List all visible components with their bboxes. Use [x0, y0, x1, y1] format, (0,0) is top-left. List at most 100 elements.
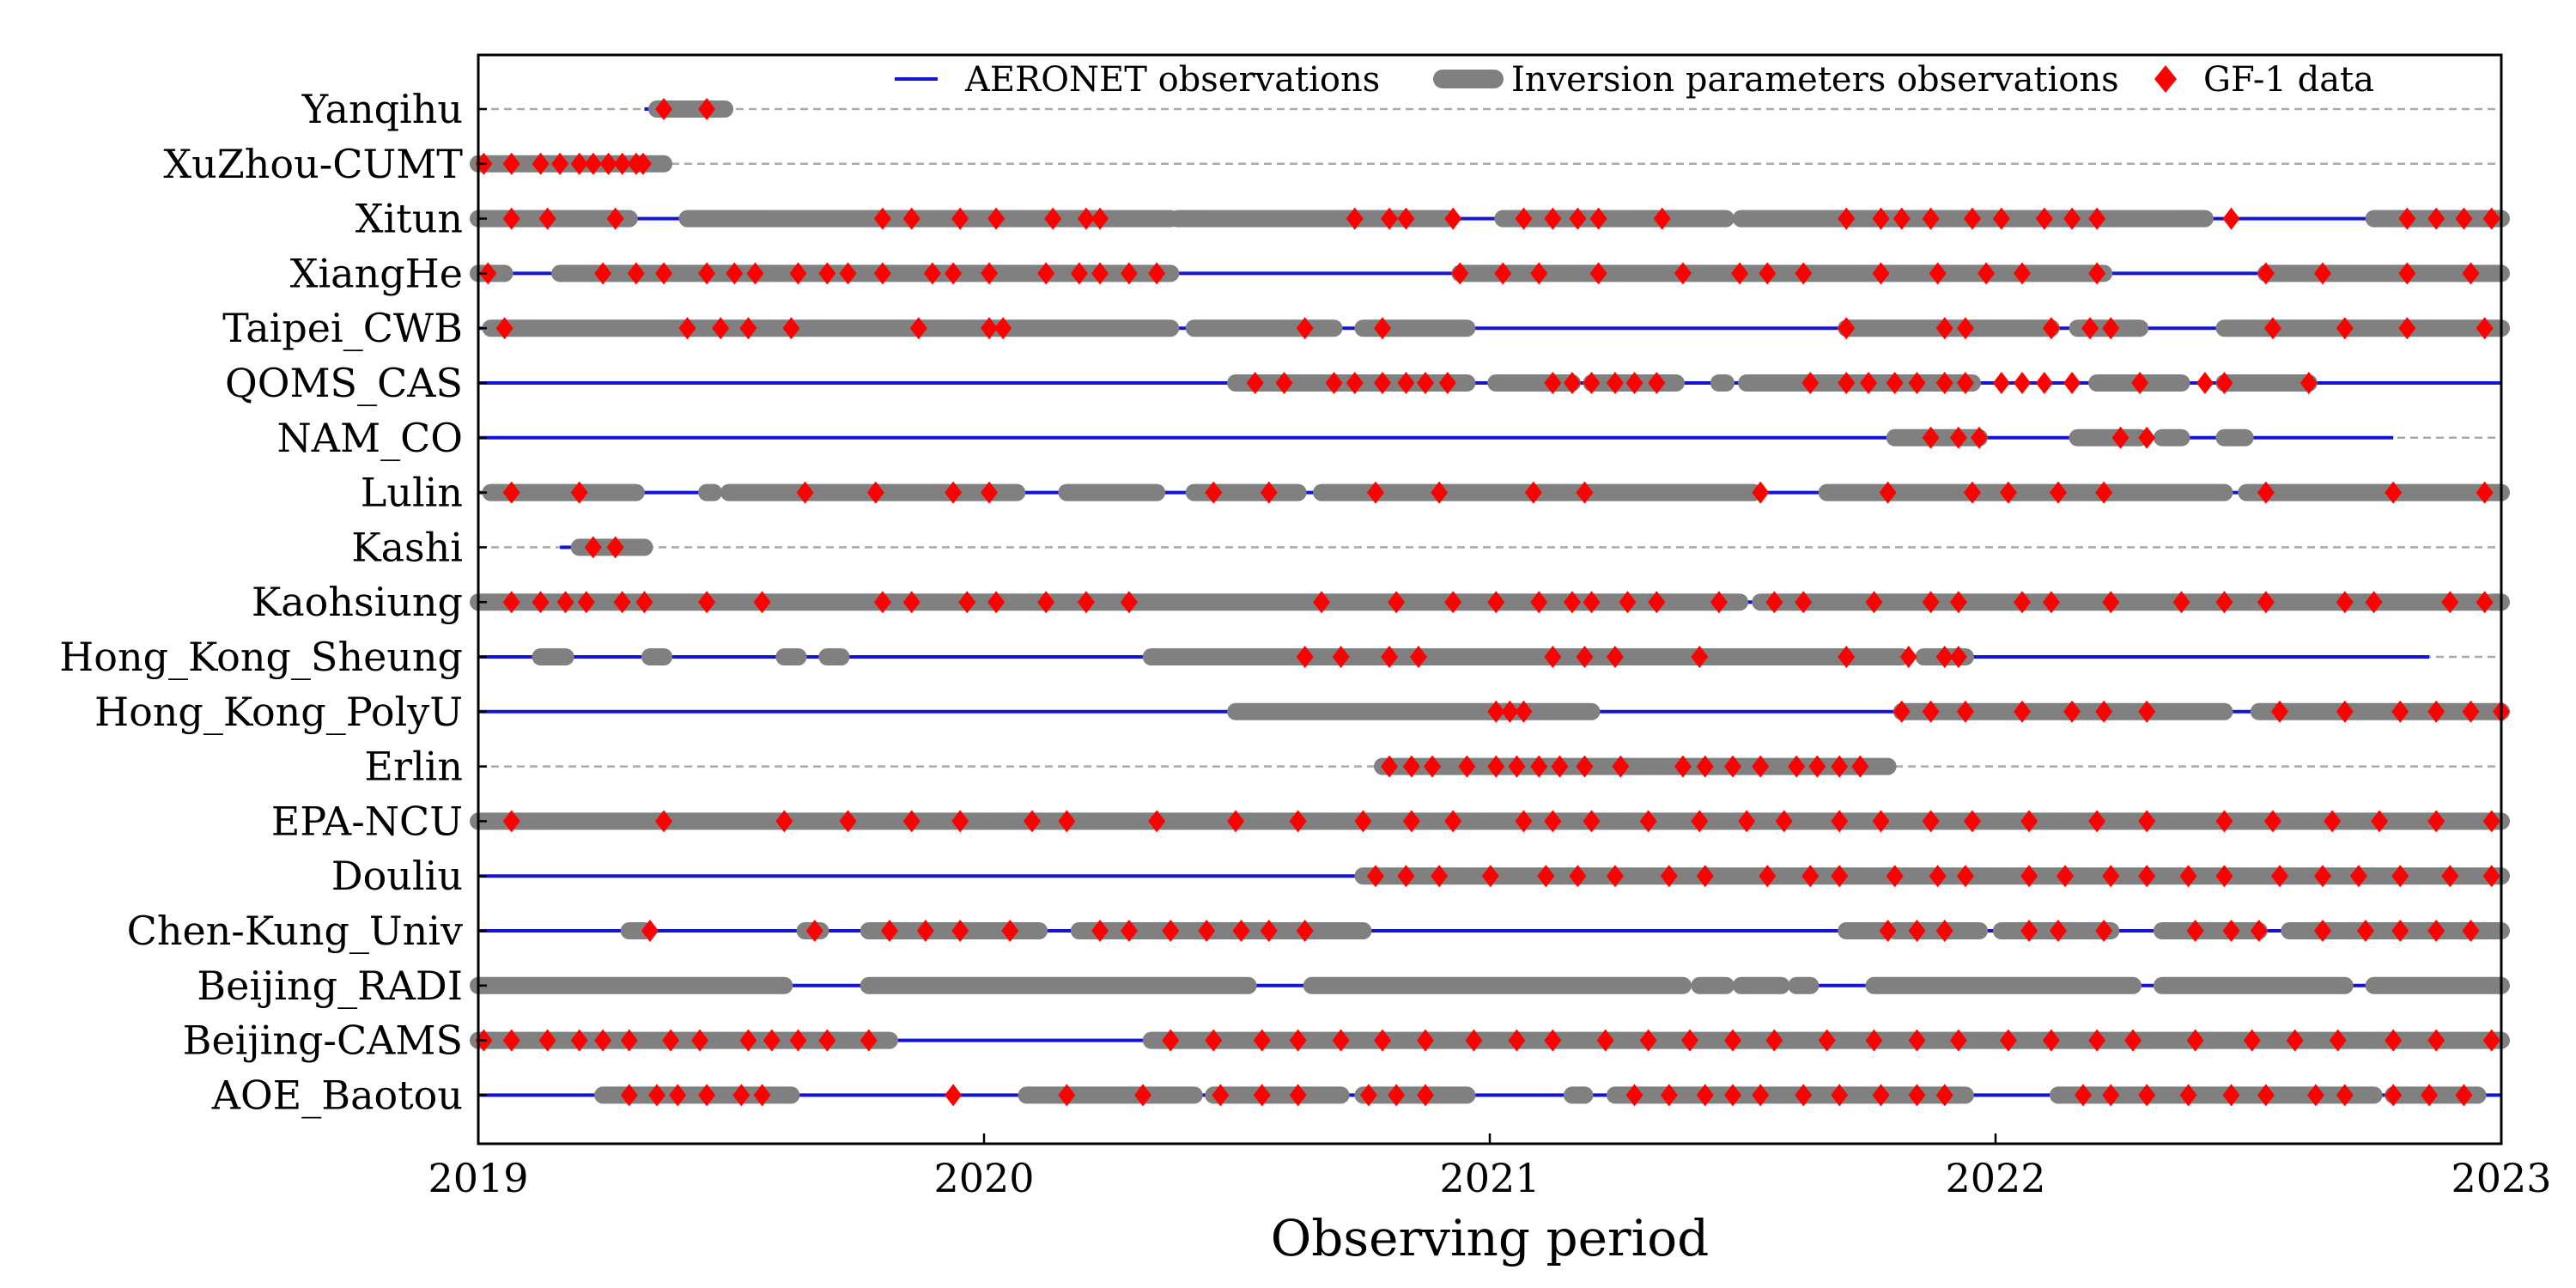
gf1-point: [1865, 1029, 1883, 1052]
gf1-point: [1537, 865, 1555, 888]
gf1-point: [691, 1029, 709, 1052]
gf1-point: [1589, 207, 1607, 230]
gf1-point: [2035, 207, 2053, 230]
gf1-point: [1424, 755, 1442, 778]
gf1-point: [698, 1084, 716, 1107]
gf1-point: [1530, 591, 1548, 614]
gf1-point: [2385, 1029, 2403, 1052]
gf1-point: [1648, 591, 1666, 614]
gf1-point: [789, 262, 807, 285]
gf1-point: [753, 591, 771, 614]
gf1-point: [479, 262, 497, 285]
gf1-point: [1696, 755, 1714, 778]
gf1-point: [1374, 372, 1392, 394]
gf1-point: [1838, 207, 1856, 230]
gf1-point: [1886, 372, 1904, 394]
gf1-point: [1795, 591, 1813, 614]
gf1-point: [1576, 481, 1594, 504]
gf1-point: [1872, 207, 1890, 230]
gf1-point: [1851, 755, 1869, 778]
gf1-point: [1563, 591, 1581, 614]
gf1-point: [1775, 810, 1793, 833]
gf1-point: [502, 481, 520, 504]
x-tick-label: 2021: [1439, 1155, 1540, 1201]
gf1-point: [2349, 865, 2367, 888]
gf1-point: [2131, 372, 2149, 394]
gf1-point: [1397, 372, 1415, 394]
y-tick-label: Hong_Kong_PolyU: [94, 689, 463, 735]
gf1-point: [2102, 865, 2120, 888]
gf1-point: [1639, 1029, 1657, 1052]
gf1-point: [2257, 481, 2275, 504]
gf1-point: [584, 152, 602, 175]
gf1-point: [1091, 207, 1109, 230]
gf1-point: [2257, 591, 2275, 614]
gf1-point: [655, 262, 673, 285]
gf1-point: [2014, 700, 2032, 723]
gf1-point: [1524, 481, 1542, 504]
gf1-point: [662, 1029, 680, 1052]
gf1-point: [1922, 700, 1940, 723]
gf1-point: [2179, 865, 2197, 888]
gf1-point: [1759, 262, 1777, 285]
gf1-point: [916, 920, 934, 942]
gf1-point: [951, 920, 969, 942]
gf1-point: [2063, 372, 2081, 394]
gf1-point: [1838, 646, 1856, 668]
gf1-point: [1752, 481, 1770, 504]
gf1-point: [1198, 920, 1216, 942]
gf1-point: [2063, 207, 2081, 230]
gf1-point: [502, 591, 520, 614]
x-tick-label: 2023: [2451, 1155, 2551, 1201]
gf1-point: [1544, 372, 1562, 394]
gf1-point: [2286, 1029, 2304, 1052]
gf1-point: [1444, 207, 1462, 230]
gf1-point: [2138, 1084, 2156, 1107]
gf1-point: [1325, 372, 1343, 394]
gf1-point: [1569, 865, 1587, 888]
gf1-point: [1724, 755, 1742, 778]
y-tick-label: Kaohsiung: [252, 579, 463, 625]
gf1-point: [1381, 207, 1399, 230]
gf1-point: [2014, 262, 2032, 285]
gf1-point: [1795, 262, 1813, 285]
y-tick-label: Beijing-CAMS: [183, 1018, 463, 1064]
gf1-point: [1212, 1084, 1230, 1107]
gf1-point: [1077, 591, 1095, 614]
gf1-point: [2398, 317, 2416, 340]
gf1-point: [981, 317, 999, 340]
gf1-point: [987, 591, 1005, 614]
gf1-point: [1908, 920, 1926, 942]
gf1-point: [1402, 755, 1420, 778]
gf1-point: [1037, 262, 1055, 285]
gf1-point: [1058, 810, 1076, 833]
gf1-point: [1576, 646, 1594, 668]
gf1-point: [789, 1029, 807, 1052]
gf1-point: [1120, 591, 1138, 614]
gf1-point: [1354, 810, 1372, 833]
gf1-point: [2020, 865, 2038, 888]
gf1-point: [2074, 1084, 2092, 1107]
gf1-point: [2427, 700, 2445, 723]
gf1-point: [2365, 591, 2383, 614]
legend-inversion-label: Inversion parameters observations: [1511, 60, 2119, 100]
gf1-point: [1929, 865, 1947, 888]
gf1-point: [1831, 755, 1849, 778]
gf1-point: [2014, 372, 2032, 394]
gf1-point: [2462, 700, 2480, 723]
gf1-point: [1381, 646, 1399, 668]
gf1-point: [1091, 920, 1109, 942]
gf1-point: [1606, 646, 1624, 668]
legend-aeronet-label: AERONET observations: [964, 60, 1380, 100]
gf1-point: [1660, 865, 1678, 888]
gf1-point: [1935, 372, 1953, 394]
gf1-point: [818, 1029, 836, 1052]
gf1-point: [873, 207, 891, 230]
gf1-point: [1738, 810, 1756, 833]
gf1-point: [902, 810, 920, 833]
gf1-point: [570, 481, 588, 504]
gf1-point: [1619, 591, 1637, 614]
gf1-point: [502, 1029, 520, 1052]
gf1-point: [1674, 262, 1692, 285]
